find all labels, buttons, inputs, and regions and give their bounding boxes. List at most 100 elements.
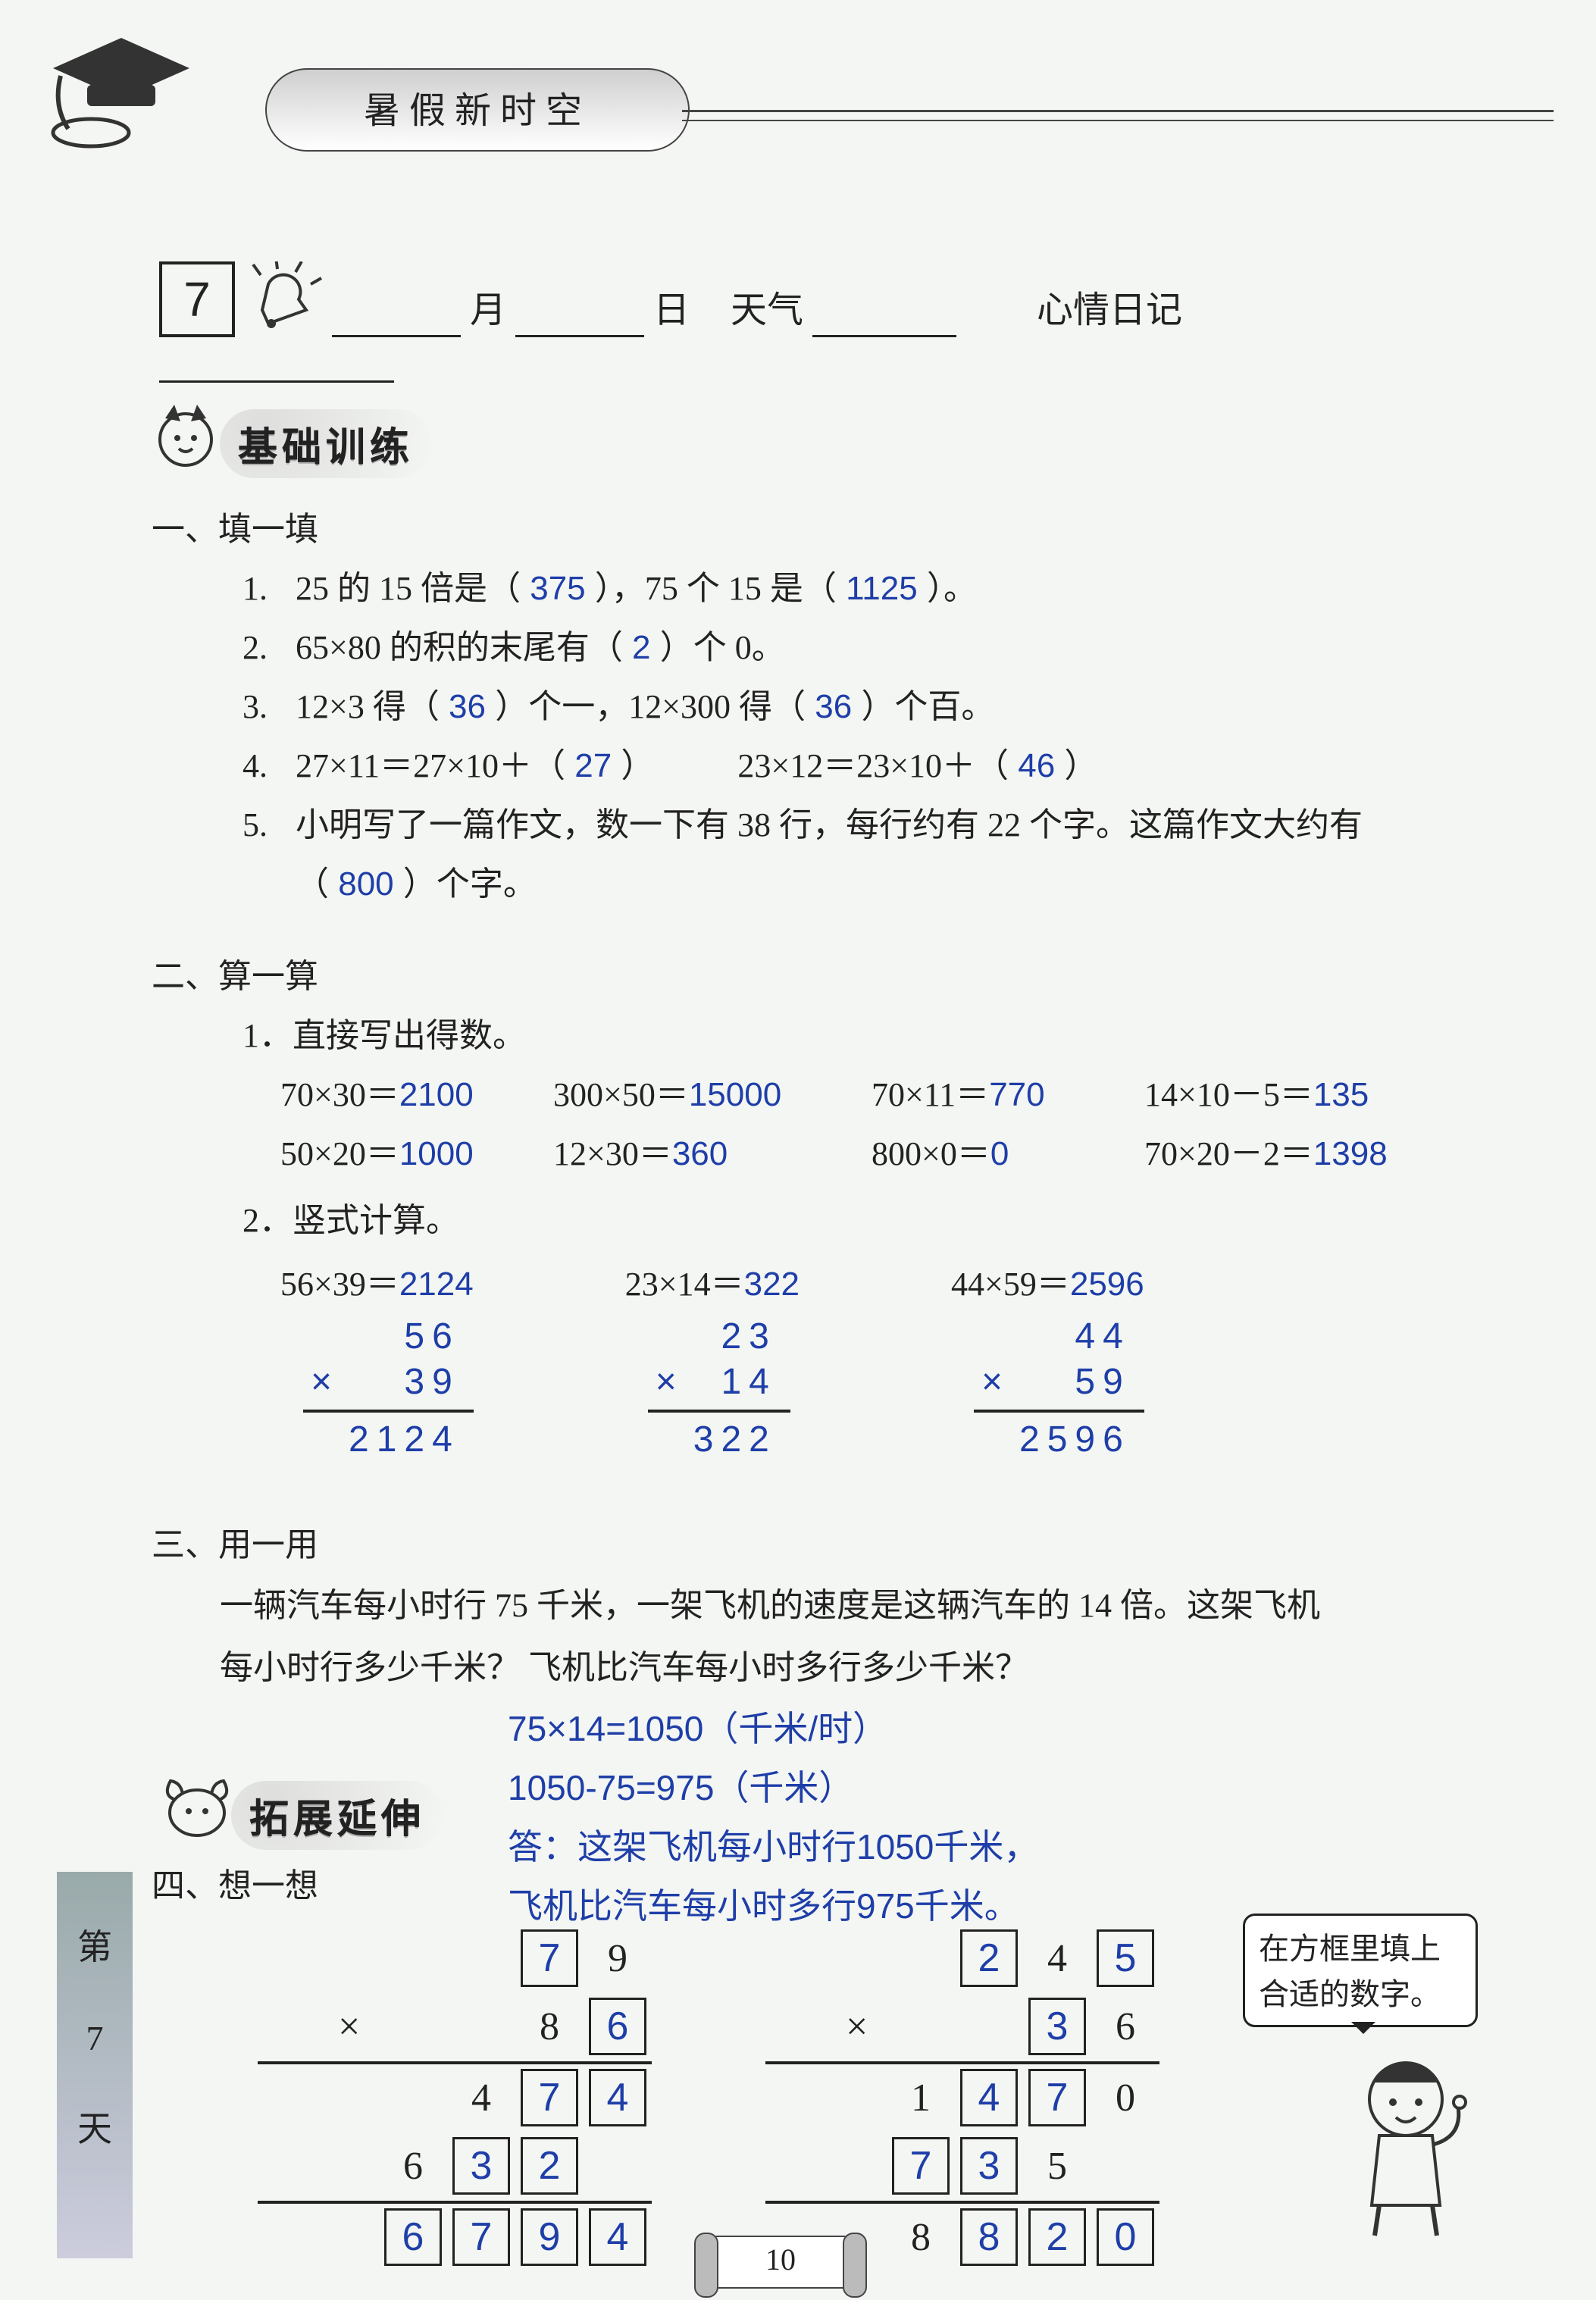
printed-digit: 0 xyxy=(1091,2064,1159,2133)
answer-box: 8 xyxy=(960,2208,1018,2266)
printed-text: ），75 个 15 是（ xyxy=(595,570,837,607)
vmul-work: 44×592596 xyxy=(974,1314,1144,1463)
item-text: 65×80 的积的末尾有（ 2 ）个 0。 xyxy=(296,618,1455,677)
printed-text: ）。 xyxy=(927,570,977,607)
vmul-work: 23×14322 xyxy=(648,1314,790,1463)
printed-digit: 4 xyxy=(447,2064,515,2133)
printed-digit: 4 xyxy=(1023,1925,1091,1993)
printed-text: 12×3 得（ xyxy=(296,688,440,725)
answer-box: 7 xyxy=(521,2069,578,2126)
calc-cell: 800×0＝0 xyxy=(872,1125,1144,1184)
answer-value: 360 xyxy=(672,1135,728,1172)
puzzle-cell-box: 3 xyxy=(955,2133,1023,2201)
answer-value: 1398 xyxy=(1313,1135,1388,1172)
printed-text: ）个百。 xyxy=(861,688,994,725)
puzzle-cell-box: 2 xyxy=(955,1925,1023,1993)
calc-cell: 14×10－5＝135 xyxy=(1144,1066,1463,1125)
item-text: 25 的 15 倍是（ 375 ），75 个 15 是（ 1125 ）。 xyxy=(296,559,1455,618)
s1-heading: 一、填一填 xyxy=(152,500,1455,559)
section-2: 二、算一算 1．直接写出得数。 70×30＝2100300×50＝1500070… xyxy=(152,947,1485,1470)
day-label: 日 xyxy=(647,284,696,337)
puzzle-cell-box: 7 xyxy=(887,2133,955,2201)
puzzle-row: 6794 xyxy=(258,2204,652,2272)
side-tab: 第 7 天 xyxy=(57,1872,133,2258)
weather-label: 天气 xyxy=(724,284,809,337)
answer-line: 1050-75=975（千米） xyxy=(508,1758,1455,1817)
answer-value: 322 xyxy=(744,1266,800,1303)
day-number-box: 7 xyxy=(159,261,235,337)
calc-row: 70×30＝2100300×50＝1500070×11＝77014×10－5＝1… xyxy=(280,1066,1485,1125)
calc-cell: 70×20－2＝1398 xyxy=(1144,1125,1463,1184)
vertical-mult: 44×59＝259644×592596 xyxy=(951,1255,1144,1470)
calc-cell: 300×50＝15000 xyxy=(553,1066,872,1125)
vertical-mult: 23×14＝32223×14322 xyxy=(625,1255,800,1470)
puzzle-cell-box: 4 xyxy=(955,2064,1023,2133)
s1-item: 1.25 的 15 倍是（ 375 ），75 个 15 是（ 1125 ）。 xyxy=(243,559,1455,618)
puzzle-row: 632 xyxy=(258,2133,652,2201)
printed-text: 27×11＝27×10＋（ xyxy=(296,747,565,784)
s3-q-line1: 一辆汽车每小时行 75 千米，一架飞机的速度是这辆汽车的 14 倍。这架飞机 xyxy=(152,1575,1455,1637)
vmul-rule xyxy=(303,1410,474,1413)
answer-line: 75×14=1050（千米/时） xyxy=(508,1699,1455,1758)
printed-digit: 8 xyxy=(515,1993,584,2061)
answer-box: 3 xyxy=(452,2137,510,2195)
answer-box: 3 xyxy=(960,2137,1018,2195)
s2-heading: 二、算一算 xyxy=(152,947,1485,1006)
printed-digit: 1 xyxy=(887,2064,955,2133)
printed-text: ）个 0。 xyxy=(660,629,785,666)
printed-digit: 6 xyxy=(1091,1993,1159,2061)
page-banner: 暑假新时空 xyxy=(265,68,690,152)
answer-value: 2 xyxy=(623,629,660,666)
item-text: 12×3 得（ 36 ）个一，12×300 得（ 36 ）个百。 xyxy=(296,677,1455,737)
calc-cell: 12×30＝360 xyxy=(553,1125,872,1184)
answer-value: 770 xyxy=(989,1076,1044,1113)
vmul-result: 322 xyxy=(648,1417,790,1463)
answer-box: 0 xyxy=(1097,2208,1154,2266)
vmul-rule xyxy=(974,1410,1144,1413)
printed-text: 65×80 的积的末尾有（ xyxy=(296,629,623,666)
badge-basic: 基础训练 xyxy=(144,394,447,470)
answer-value: 2124 xyxy=(399,1266,474,1303)
answer-box: 9 xyxy=(521,2208,578,2266)
puzzle-cell-box: 0 xyxy=(1091,2204,1159,2272)
item-text: 27×11＝27×10＋（ 27 ） 23×12＝23×10＋（ 46 ） xyxy=(296,737,1455,796)
vmul-top: 23 xyxy=(648,1314,790,1360)
vmul-bot: ×39 xyxy=(303,1360,474,1405)
answer-box: 7 xyxy=(892,2137,950,2195)
month-label: 月 xyxy=(464,284,512,337)
answer-value: 2100 xyxy=(399,1076,474,1113)
multiply-sign: × xyxy=(333,1993,379,2061)
vertical-mult: 56×39＝212456×392124 xyxy=(280,1255,474,1470)
expression: 50×20＝ xyxy=(280,1135,399,1172)
puzzle-cell-box: 8 xyxy=(955,2204,1023,2272)
puzzle-cell-box: 9 xyxy=(515,2204,584,2272)
expression: 70×11＝ xyxy=(872,1076,989,1113)
expression: 23×14＝ xyxy=(625,1266,744,1303)
answer-value: 375 xyxy=(521,570,595,607)
puzzle-row: 245 xyxy=(765,1925,1159,1993)
printed-text: 小明写了一篇作文，数一下有 38 行，每行约有 22 个字。这篇作文大约有 xyxy=(296,806,1363,843)
calc-row: 50×20＝100012×30＝360800×0＝070×20－2＝1398 xyxy=(280,1125,1485,1184)
answer-line: 答：这架飞机每小时行1050千米， xyxy=(508,1817,1455,1876)
expression: 70×30＝ xyxy=(280,1076,399,1113)
vmul-header: 44×59＝2596 xyxy=(951,1255,1144,1314)
expression: 12×30＝ xyxy=(553,1135,672,1172)
puzzle-row: ×86 xyxy=(258,1993,652,2061)
printed-digit: 8 xyxy=(887,2204,955,2272)
calc-cell: 50×20＝1000 xyxy=(280,1125,553,1184)
puzzle-cell-box: 2 xyxy=(1023,2204,1091,2272)
printed-text: 25 的 15 倍是（ xyxy=(296,570,521,607)
puzzle-right: 245×3614707358820 xyxy=(765,1925,1159,2272)
calc-cell: 70×11＝770 xyxy=(872,1066,1144,1125)
answer-value: 46 xyxy=(1009,747,1064,784)
answer-value: 2596 xyxy=(1070,1266,1144,1303)
printed-text: ）个一，12×300 得（ xyxy=(495,688,806,725)
s1-item: 5.小明写了一篇作文，数一下有 38 行，每行约有 22 个字。这篇作文大约有 xyxy=(243,796,1455,855)
vmul-top: 44 xyxy=(974,1314,1144,1360)
badge-extend-label: 拓展延伸 xyxy=(231,1781,443,1850)
s4-heading: 四、想一想 xyxy=(152,1857,318,1916)
answer-value: 36 xyxy=(440,688,495,725)
item-number: 4. xyxy=(243,737,296,796)
answer-box: 3 xyxy=(1028,1998,1086,2055)
multiply-sign: × xyxy=(311,1360,340,1405)
